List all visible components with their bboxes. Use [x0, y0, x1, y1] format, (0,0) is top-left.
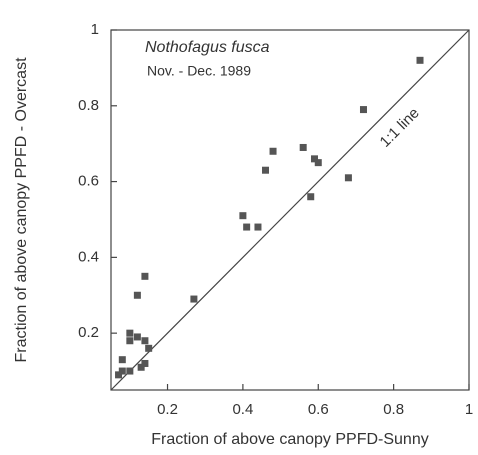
x-tick-label: 0.4 — [232, 401, 253, 418]
date-label: Nov. - Dec. 1989 — [147, 63, 251, 79]
point — [307, 193, 315, 201]
x-tick-label: 1 — [465, 401, 473, 418]
y-tick-label: 0.2 — [78, 324, 99, 341]
point — [145, 344, 153, 352]
point — [141, 337, 149, 345]
point — [118, 367, 126, 375]
plot-frame — [110, 29, 470, 391]
point — [190, 295, 198, 303]
point — [299, 143, 307, 151]
point — [310, 155, 318, 163]
point — [243, 223, 251, 231]
point — [239, 212, 247, 220]
point — [115, 371, 123, 379]
point — [416, 56, 424, 64]
x-tick-label: 0.8 — [383, 401, 404, 418]
point — [344, 174, 352, 182]
y-axis-label: Fraction of above canopy PPFD - Overcast — [13, 57, 30, 363]
species-label: Nothofagus fusca — [145, 39, 270, 56]
point — [254, 223, 262, 231]
point — [126, 337, 134, 345]
y-tick-label: 0.8 — [78, 97, 99, 114]
point — [262, 166, 270, 174]
point — [126, 329, 134, 337]
point — [359, 106, 367, 114]
point — [269, 147, 277, 155]
x-axis-label: Fraction of above canopy PPFD-Sunny — [151, 431, 428, 448]
point — [118, 356, 126, 364]
x-tick-label: 0.6 — [308, 401, 329, 418]
point — [141, 272, 149, 280]
x-tick-label: 0.2 — [157, 401, 178, 418]
point — [126, 367, 134, 375]
point — [133, 333, 141, 341]
point — [141, 359, 149, 367]
point — [133, 291, 141, 299]
one-to-one-line — [110, 29, 470, 391]
point — [137, 363, 145, 371]
y-tick-label: 0.4 — [78, 248, 99, 265]
point — [314, 159, 322, 167]
y-tick-label: 0.6 — [78, 173, 99, 190]
line-label: 1:1 line — [377, 105, 423, 151]
y-tick-label: 1 — [91, 21, 99, 38]
